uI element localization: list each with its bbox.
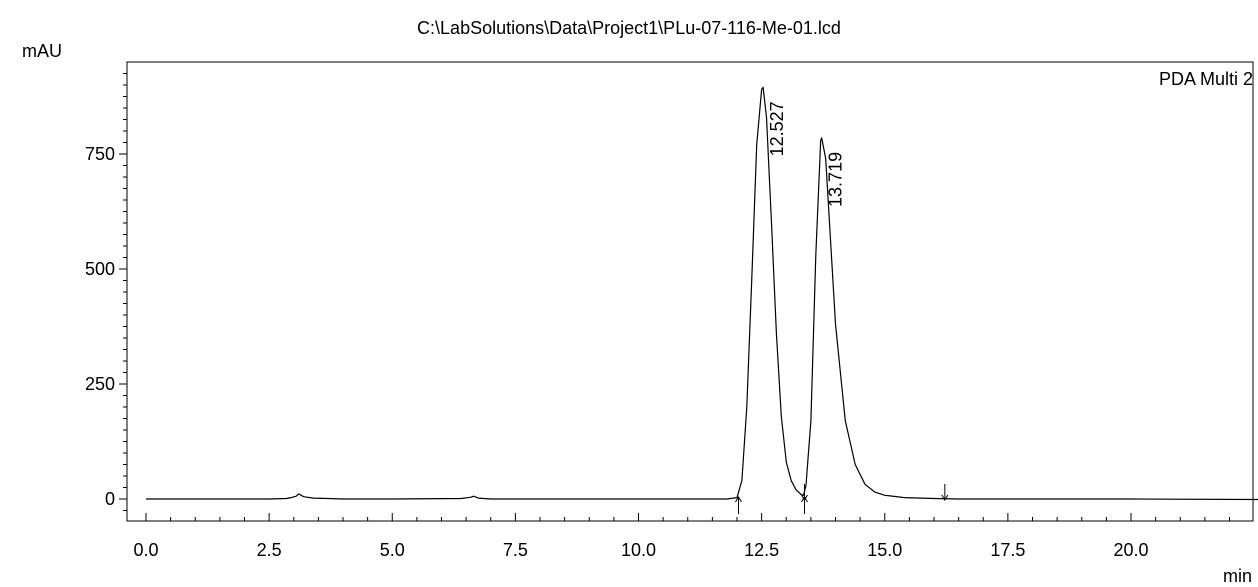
x-tick-label: 17.5 bbox=[990, 540, 1025, 560]
integration-marks bbox=[735, 484, 949, 514]
x-tick-label: 0.0 bbox=[133, 540, 158, 560]
chromatogram-line bbox=[146, 86, 1258, 501]
peak-labels: 12.527 13.719 bbox=[767, 101, 846, 207]
y-axis: 0 250 500 750 bbox=[85, 73, 127, 511]
x-tick-label: 20.0 bbox=[1113, 540, 1148, 560]
y-axis-label: mAU bbox=[22, 41, 62, 61]
x-tick-label: 10.0 bbox=[621, 540, 656, 560]
mark-head bbox=[801, 494, 808, 501]
series-layer bbox=[146, 86, 1258, 501]
integration-end-mark bbox=[801, 484, 808, 501]
x-tick-label: 2.5 bbox=[257, 540, 282, 560]
x-tick-label: 15.0 bbox=[867, 540, 902, 560]
x-tick-label: 7.5 bbox=[503, 540, 528, 560]
x-tick-label: 5.0 bbox=[380, 540, 405, 560]
chart-title: C:\LabSolutions\Data\Project1\PLu-07-116… bbox=[417, 18, 841, 38]
peak-label: 12.527 bbox=[767, 101, 787, 156]
y-tick-label: 500 bbox=[85, 259, 115, 279]
y-tick-label: 250 bbox=[85, 374, 115, 394]
legend-entry: PDA Multi 2 bbox=[1159, 69, 1253, 89]
y-tick-label: 750 bbox=[85, 144, 115, 164]
y-tick-label: 0 bbox=[105, 489, 115, 509]
peak-label: 13.719 bbox=[826, 152, 846, 207]
x-axis: 0.0 2.5 5.0 7.5 10.0 12.5 15.0 17.5 20.0 bbox=[133, 513, 1230, 560]
x-axis-label: min bbox=[1223, 566, 1252, 586]
mark-head bbox=[941, 494, 949, 501]
mark-head bbox=[735, 496, 742, 503]
integration-end-mark bbox=[941, 484, 949, 501]
plot-area-frame bbox=[126, 61, 1254, 522]
x-tick-label: 12.5 bbox=[744, 540, 779, 560]
integration-start-mark bbox=[735, 496, 742, 514]
